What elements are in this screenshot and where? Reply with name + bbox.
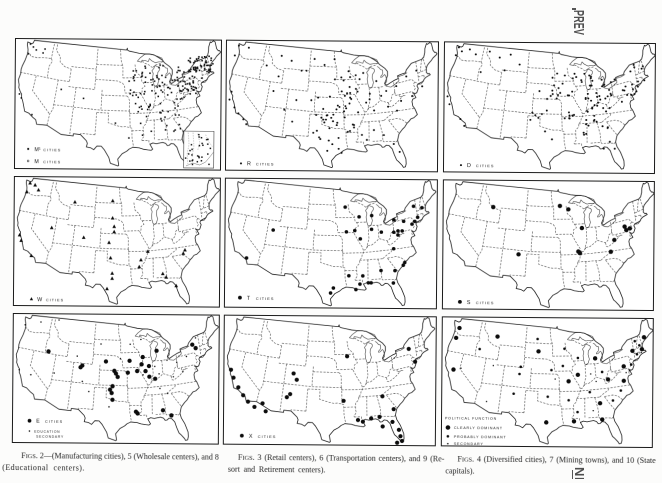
svg-text:POLITICAL FUNCTION: POLITICAL FUNCTION	[444, 416, 496, 420]
svg-text:E: E	[36, 419, 40, 425]
svg-text:CITIES: CITIES	[45, 298, 63, 302]
svg-text:PROBABLY DOMINANT: PROBABLY DOMINANT	[453, 435, 506, 439]
svg-text:S: S	[466, 300, 470, 306]
svg-text:CITIES: CITIES	[43, 148, 61, 152]
svg-text:X: X	[248, 434, 252, 440]
svg-text:CITIES: CITIES	[475, 301, 494, 305]
svg-text:M: M	[34, 159, 38, 165]
svg-text:EDUCATION: EDUCATION	[34, 430, 60, 434]
svg-text:CITIES: CITIES	[255, 162, 274, 166]
svg-text:CITIES: CITIES	[43, 160, 61, 164]
svg-text:W: W	[37, 297, 42, 303]
svg-text:CITIES: CITIES	[257, 435, 276, 439]
svg-text:M¹: M¹	[34, 147, 40, 153]
svg-text:CITIES: CITIES	[475, 164, 494, 168]
svg-text:CLEARLY DOMINANT: CLEARLY DOMINANT	[453, 426, 502, 430]
svg-text:CITIES: CITIES	[45, 420, 63, 424]
svg-text:D: D	[466, 163, 470, 169]
svg-text:SECONDARY: SECONDARY	[453, 442, 483, 446]
svg-text:CITIES: CITIES	[255, 297, 274, 301]
svg-text:T: T	[246, 295, 250, 301]
svg-text:R: R	[246, 161, 250, 167]
svg-text:SECONDARY: SECONDARY	[36, 435, 64, 439]
